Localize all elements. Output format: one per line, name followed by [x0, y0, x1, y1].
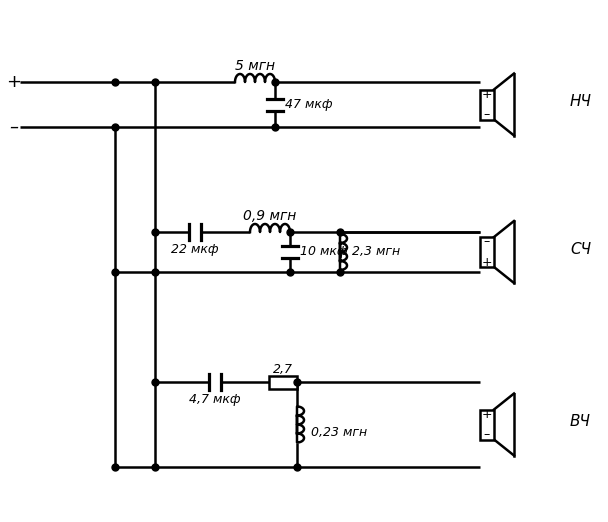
Text: +: + [7, 73, 21, 91]
Text: +: + [482, 88, 492, 101]
Text: –: – [484, 428, 490, 441]
Text: ВЧ: ВЧ [570, 414, 591, 429]
Text: 2,3 мгн: 2,3 мгн [352, 245, 400, 258]
Bar [269, 375, 297, 388]
Text: 4,7 мкф: 4,7 мкф [189, 394, 241, 407]
Text: +: + [482, 255, 492, 268]
Text: 0,23 мгн: 0,23 мгн [311, 426, 367, 439]
Bar [480, 89, 494, 120]
Text: –: – [10, 118, 18, 136]
Bar [480, 237, 494, 267]
Text: +: + [482, 408, 492, 421]
Text: НЧ: НЧ [570, 94, 592, 109]
Text: 10 мкф: 10 мкф [300, 245, 348, 258]
Text: –: – [484, 235, 490, 248]
Text: 0,9 мгн: 0,9 мгн [243, 209, 297, 223]
Text: 2,7: 2,7 [273, 363, 293, 376]
Text: 5 мгн: 5 мгн [235, 59, 275, 73]
Text: СЧ: СЧ [570, 242, 591, 256]
Text: 22 мкф: 22 мкф [171, 243, 219, 256]
Bar [480, 409, 494, 440]
Text: –: – [484, 108, 490, 121]
Text: 47 мкф: 47 мкф [285, 98, 333, 111]
